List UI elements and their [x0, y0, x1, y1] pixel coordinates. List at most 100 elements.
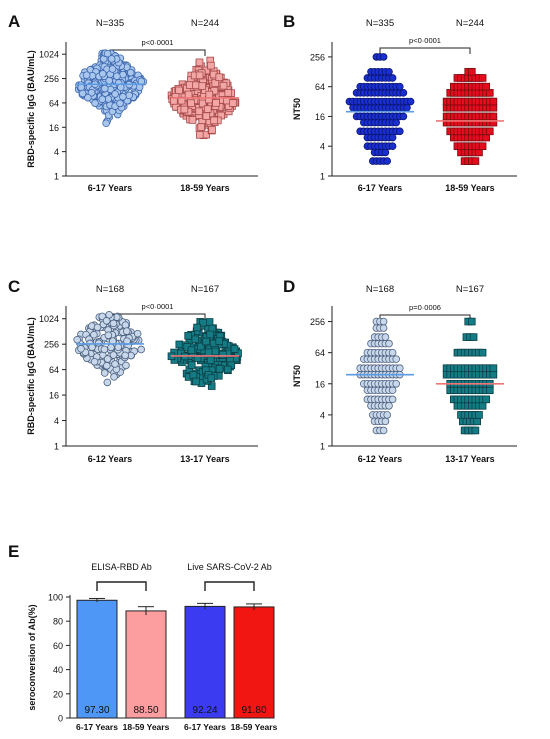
x-category-label: 6-12 Years — [358, 454, 402, 464]
data-point — [77, 344, 85, 353]
bar-value-label: 88.50 — [133, 705, 158, 716]
series-points — [442, 67, 498, 165]
series-points — [167, 318, 242, 390]
data-point — [467, 317, 476, 326]
data-point — [109, 351, 118, 359]
data-point — [203, 105, 212, 113]
x-category-label: 6-12 Years — [88, 454, 132, 464]
data-point — [219, 81, 228, 90]
data-point — [471, 157, 480, 165]
data-point — [187, 361, 196, 369]
data-point — [196, 342, 205, 351]
n-label: N=168 — [366, 284, 394, 295]
y-axis-label: NT50 — [292, 98, 302, 120]
y-tick-label: 60 — [53, 641, 63, 651]
data-point — [478, 401, 487, 410]
data-point — [475, 411, 483, 419]
x-category-label: 18-59 Years — [445, 183, 494, 193]
series-points — [74, 49, 148, 127]
data-point — [100, 369, 109, 377]
data-point — [381, 333, 390, 341]
data-point — [98, 69, 107, 78]
data-point — [111, 90, 119, 98]
y-axis-label: seroconversion of Ab(%) — [27, 604, 37, 710]
data-point — [78, 89, 87, 98]
x-category-label: 18-59 Years — [231, 722, 278, 732]
data-point — [82, 71, 91, 79]
data-point — [175, 86, 183, 95]
data-point — [207, 374, 216, 382]
panel-b: B 1 4 16 64 256 NT50 N=335 N=244 p<0·0001 6-17 Yea… — [283, 12, 517, 193]
data-point — [489, 97, 498, 106]
data-point — [90, 330, 98, 339]
data-point — [211, 347, 220, 356]
y-tick-label: 20 — [53, 689, 63, 699]
data-point — [485, 386, 494, 395]
panel-d: D 1 4 16 64 256 NT50 N=168 N=167 p=0·0006 6-12 Yea… — [283, 277, 517, 464]
data-point — [478, 74, 487, 82]
data-point — [103, 361, 111, 370]
y-tick-label: 16 — [315, 112, 325, 122]
data-point — [198, 99, 207, 108]
data-point — [205, 90, 214, 99]
panel-letter: C — [8, 277, 20, 296]
data-point — [122, 361, 130, 370]
data-point — [121, 321, 130, 329]
x-category-label: 6-17 Years — [184, 722, 226, 732]
p-value-label: p<0·0001 — [409, 36, 441, 45]
data-point — [210, 86, 219, 95]
data-point — [103, 49, 112, 58]
data-point — [208, 126, 216, 134]
y-tick-label: 64 — [315, 348, 325, 358]
data-point — [399, 112, 408, 121]
data-point — [91, 99, 99, 107]
data-point — [100, 345, 109, 354]
y-tick-label: 64 — [315, 82, 325, 92]
data-point — [406, 97, 415, 106]
data-point — [195, 71, 204, 80]
data-point — [191, 335, 200, 344]
data-point — [100, 84, 109, 93]
n-label: N=168 — [96, 284, 124, 295]
data-point — [388, 348, 397, 357]
data-point — [198, 82, 207, 90]
data-point — [104, 331, 113, 340]
data-point — [383, 157, 392, 165]
data-point — [379, 324, 388, 332]
n-label: N=244 — [456, 18, 484, 29]
data-point — [482, 395, 490, 404]
data-point — [184, 331, 192, 340]
data-point — [195, 131, 204, 139]
data-point — [489, 112, 498, 121]
data-point — [392, 355, 401, 363]
data-point — [489, 364, 498, 373]
x-category-label: 18-59 Years — [180, 183, 229, 193]
data-point — [205, 318, 214, 326]
data-point — [379, 426, 388, 435]
data-point — [471, 426, 480, 435]
group-label: ELISA-RBD Ab — [91, 562, 152, 572]
data-point — [195, 107, 203, 116]
data-point — [73, 335, 81, 344]
p-value-label: p=0·0006 — [409, 303, 441, 312]
data-point — [211, 79, 220, 87]
series-points — [167, 56, 240, 140]
y-tick-label: 16 — [49, 391, 59, 401]
y-tick-label: 0 — [58, 714, 63, 724]
y-tick-label: 100 — [48, 593, 63, 603]
data-point — [189, 371, 198, 379]
data-point — [385, 67, 393, 76]
data-point — [206, 356, 215, 364]
data-point — [107, 343, 115, 352]
data-point — [184, 90, 193, 99]
n-label: N=167 — [191, 284, 219, 295]
group-bracket — [96, 581, 147, 591]
bar — [76, 599, 118, 719]
n-label: N=167 — [456, 284, 484, 295]
series-points — [356, 317, 404, 435]
data-point — [482, 82, 490, 91]
data-point — [187, 99, 195, 107]
data-point — [197, 123, 205, 131]
data-point — [223, 365, 232, 374]
data-point — [114, 343, 123, 351]
